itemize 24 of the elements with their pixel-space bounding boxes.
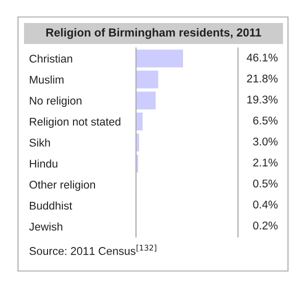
y-tick-label: Hindu — [30, 159, 58, 168]
bar — [136, 50, 184, 68]
data-label: 0.5% — [253, 180, 278, 188]
y-tick-label: Other religion — [30, 180, 95, 191]
data-label: 0.4% — [253, 200, 278, 208]
bar — [136, 92, 156, 110]
data-label: 3.0% — [253, 138, 278, 146]
y-tick-label: Muslim — [30, 75, 64, 84]
data-label: 2.1% — [253, 158, 278, 166]
y-tick-label: Christian — [30, 54, 72, 63]
y-tick-label: Jewish — [29, 222, 62, 231]
chart-title: Religion of Birmingham residents, 2011 — [46, 28, 262, 39]
y-tick-label: Sikh — [30, 138, 50, 147]
bar — [136, 112, 143, 130]
data-label: 19.3% — [247, 96, 278, 104]
source-note: Source: 2011 Census$^{[132]}$ — [30, 244, 156, 255]
y-tick-label: Religion not stated — [30, 117, 120, 128]
y-tick-label: No religion — [30, 96, 82, 107]
bar — [136, 70, 158, 88]
y-tick-label: Buddhist — [30, 201, 72, 210]
data-label: 0.2% — [253, 222, 278, 230]
data-label: 6.5% — [253, 116, 278, 124]
data-label: 21.8% — [247, 74, 278, 82]
data-label: 46.1% — [246, 54, 278, 62]
